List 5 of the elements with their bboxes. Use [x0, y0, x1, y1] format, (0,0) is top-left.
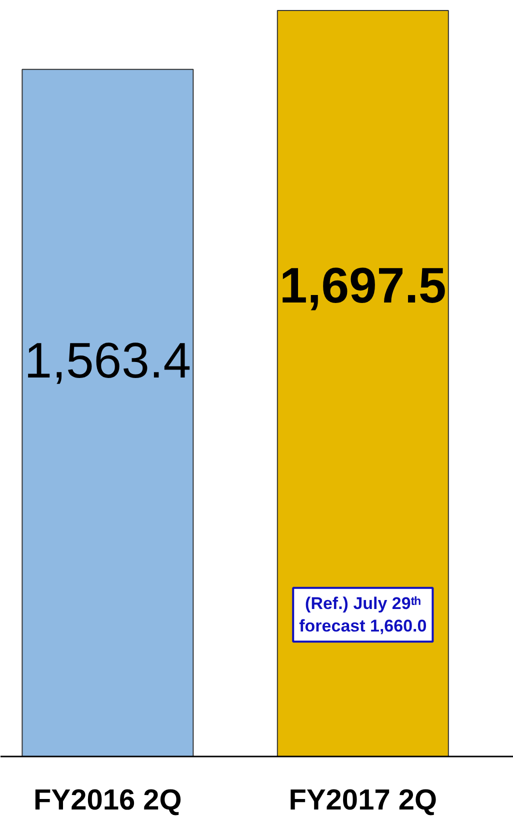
data-label: 1,563.4 [24, 332, 192, 389]
data-label: 1,697.5 [280, 258, 446, 314]
x-tick-label: FY2017 2Q [288, 784, 438, 816]
annotation: (Ref.) July 29ᵗʰ forecast 1,660.0 [299, 594, 427, 636]
x-tick-label: FY2016 2Q [34, 784, 182, 816]
